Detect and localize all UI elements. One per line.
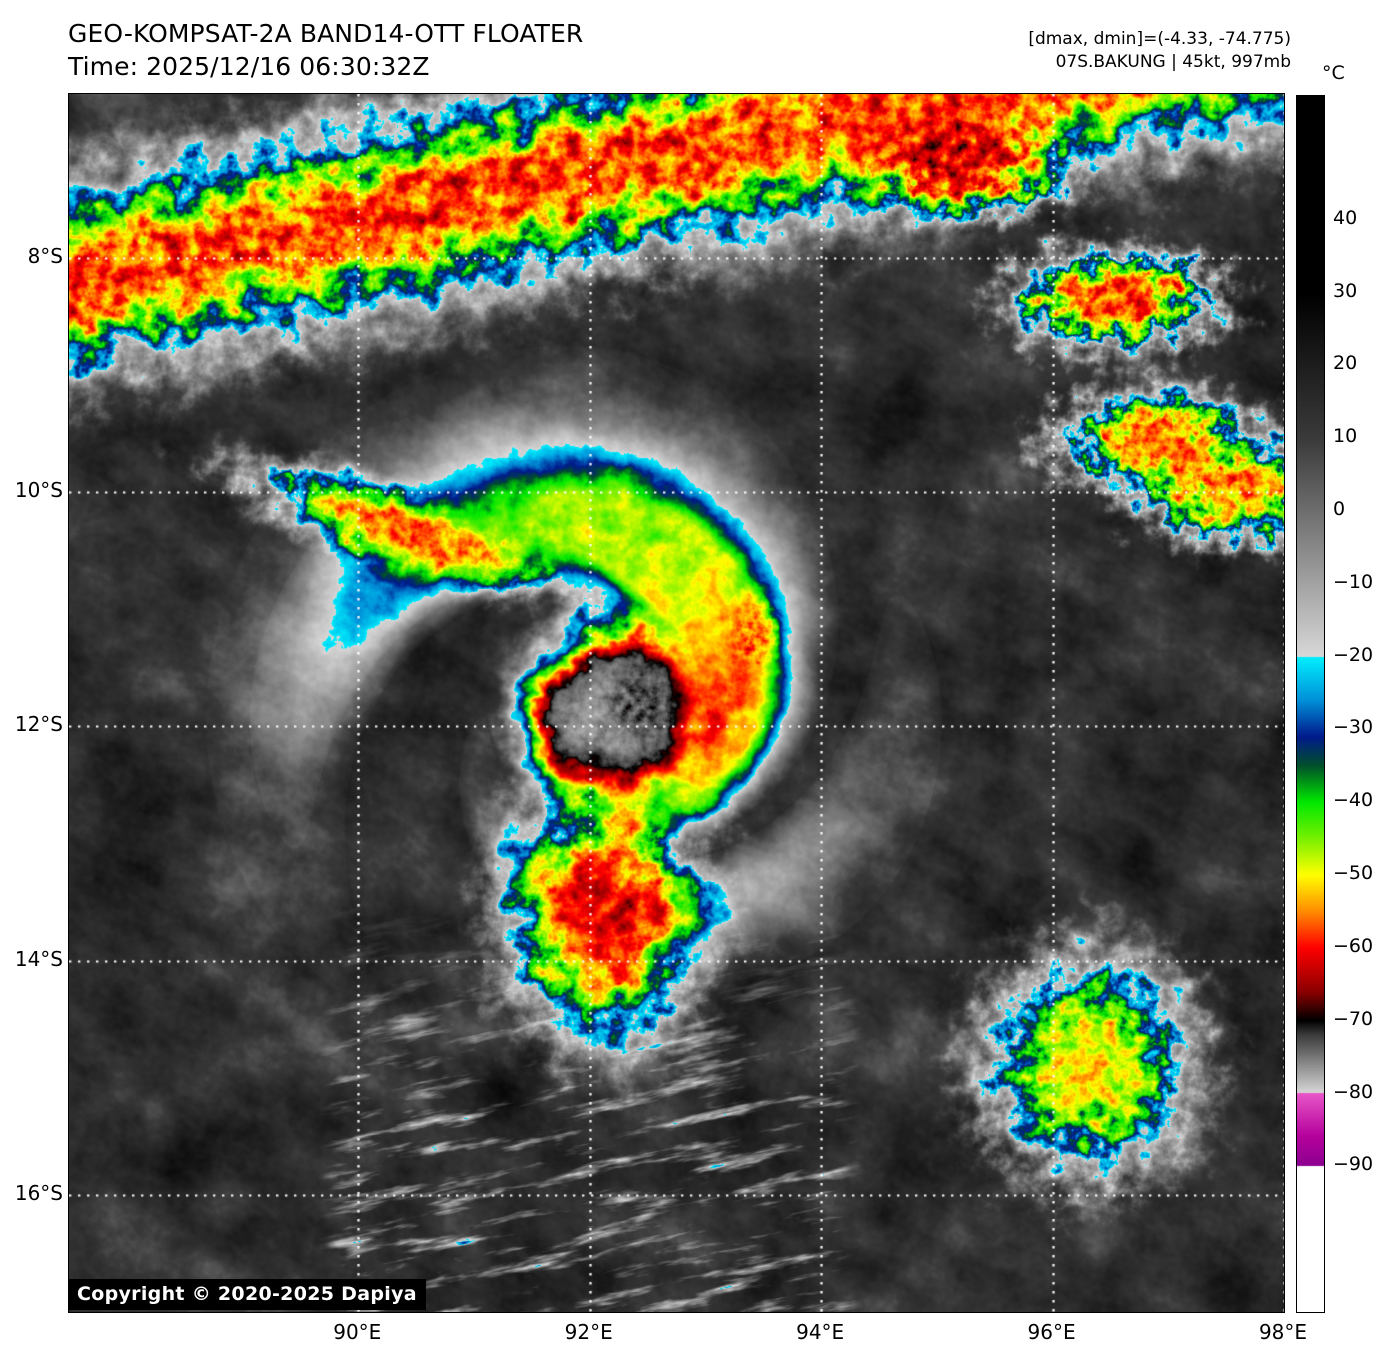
colorbar-tick-5: −10 <box>1333 570 1374 593</box>
colorbar-tick-4: 0 <box>1333 498 1346 521</box>
page-title: GEO-KOMPSAT-2A BAND14-OTT FLOATER <box>68 19 584 48</box>
dminmax-label: [dmax, dmin]=(-4.33, -74.775) <box>1028 29 1291 49</box>
colorbar-tick-3: 10 <box>1333 425 1358 448</box>
y-axis-tick-0: 8°S <box>27 243 63 268</box>
colorbar-tick-6: −20 <box>1333 643 1374 666</box>
colorbar-tick-2: 20 <box>1333 352 1358 375</box>
temperature-colorbar <box>1296 95 1325 1313</box>
colorbar-tick-11: −70 <box>1333 1007 1374 1030</box>
infrared-cloud-canvas <box>69 94 1284 1312</box>
colorbar-tick-12: −80 <box>1333 1080 1374 1103</box>
colorbar-tick-0: 40 <box>1333 206 1358 229</box>
timestamp-label: Time: 2025/12/16 06:30:32Z <box>68 51 430 81</box>
y-axis-tick-3: 14°S <box>14 946 63 971</box>
colorbar-tick-13: −90 <box>1333 1153 1374 1176</box>
x-axis-tick-1: 92°E <box>564 1320 613 1344</box>
metadata-block: [dmax, dmin]=(-4.33, -74.775) 07S.BAKUNG… <box>1028 28 1291 74</box>
colorbar-unit-label: °C <box>1322 62 1345 84</box>
colorbar-tick-9: −50 <box>1333 862 1374 885</box>
y-axis-tick-4: 16°S <box>14 1180 63 1205</box>
x-axis-tick-0: 90°E <box>333 1320 382 1344</box>
y-axis-tick-1: 10°S <box>14 478 63 503</box>
colorbar-tick-10: −60 <box>1333 934 1374 957</box>
colorbar-tick-1: 30 <box>1333 279 1358 302</box>
x-axis-tick-2: 94°E <box>796 1320 845 1344</box>
y-axis-tick-2: 12°S <box>14 712 63 737</box>
copyright-watermark: Copyright © 2020-2025 Dapiya <box>68 1279 426 1310</box>
colorbar-tick-7: −30 <box>1333 716 1374 739</box>
satellite-image-plot[interactable] <box>68 93 1285 1313</box>
storm-info-label: 07S.BAKUNG | 45kt, 997mb <box>1055 51 1291 72</box>
x-axis-tick-4: 98°E <box>1258 1320 1308 1344</box>
colorbar-tick-8: −40 <box>1333 789 1374 812</box>
x-axis-tick-3: 96°E <box>1027 1320 1076 1344</box>
title-block: GEO-KOMPSAT-2A BAND14-OTT FLOATER Time: … <box>68 18 583 83</box>
